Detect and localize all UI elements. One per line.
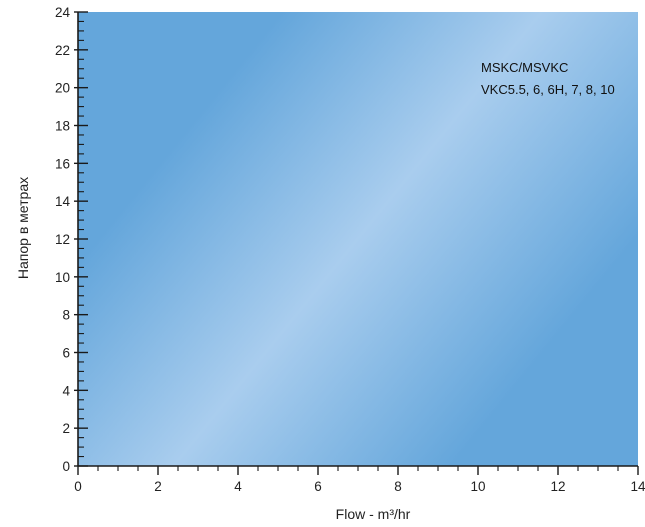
annotation-series-line-1: MSKC/MSVKC (481, 60, 568, 75)
y-tick-label: 18 (55, 119, 70, 134)
y-tick-label: 6 (62, 346, 70, 361)
x-axis-title: Flow - m³/hr (336, 506, 411, 522)
y-tick-label: 20 (55, 81, 70, 96)
x-tick-label: 10 (470, 479, 485, 494)
y-tick-label: 14 (55, 194, 71, 209)
x-tick-label: 4 (234, 479, 242, 494)
y-tick-label: 2 (62, 421, 70, 436)
x-tick-label: 0 (74, 479, 82, 494)
y-tick-label: 12 (55, 232, 70, 247)
y-tick-label: 10 (55, 270, 70, 285)
y-tick-label: 16 (55, 156, 70, 171)
y-axis-title: Напор в метрах (15, 177, 31, 279)
x-tick-label: 6 (314, 479, 322, 494)
plot-area (78, 12, 638, 466)
annotation-series-line-2: VKC5.5, 6, 6H, 7, 8, 10 (481, 82, 615, 97)
x-tick-label: 12 (550, 479, 565, 494)
y-tick-label: 0 (62, 459, 70, 474)
x-tick-label: 14 (630, 479, 645, 494)
y-tick-label: 8 (62, 308, 70, 323)
y-tick-label: 4 (62, 383, 70, 398)
y-tick-label: 24 (55, 5, 71, 20)
x-tick-label: 2 (154, 479, 162, 494)
x-tick-label: 8 (394, 479, 402, 494)
y-tick-label: 22 (55, 43, 70, 58)
tick-marks (74, 11, 639, 475)
